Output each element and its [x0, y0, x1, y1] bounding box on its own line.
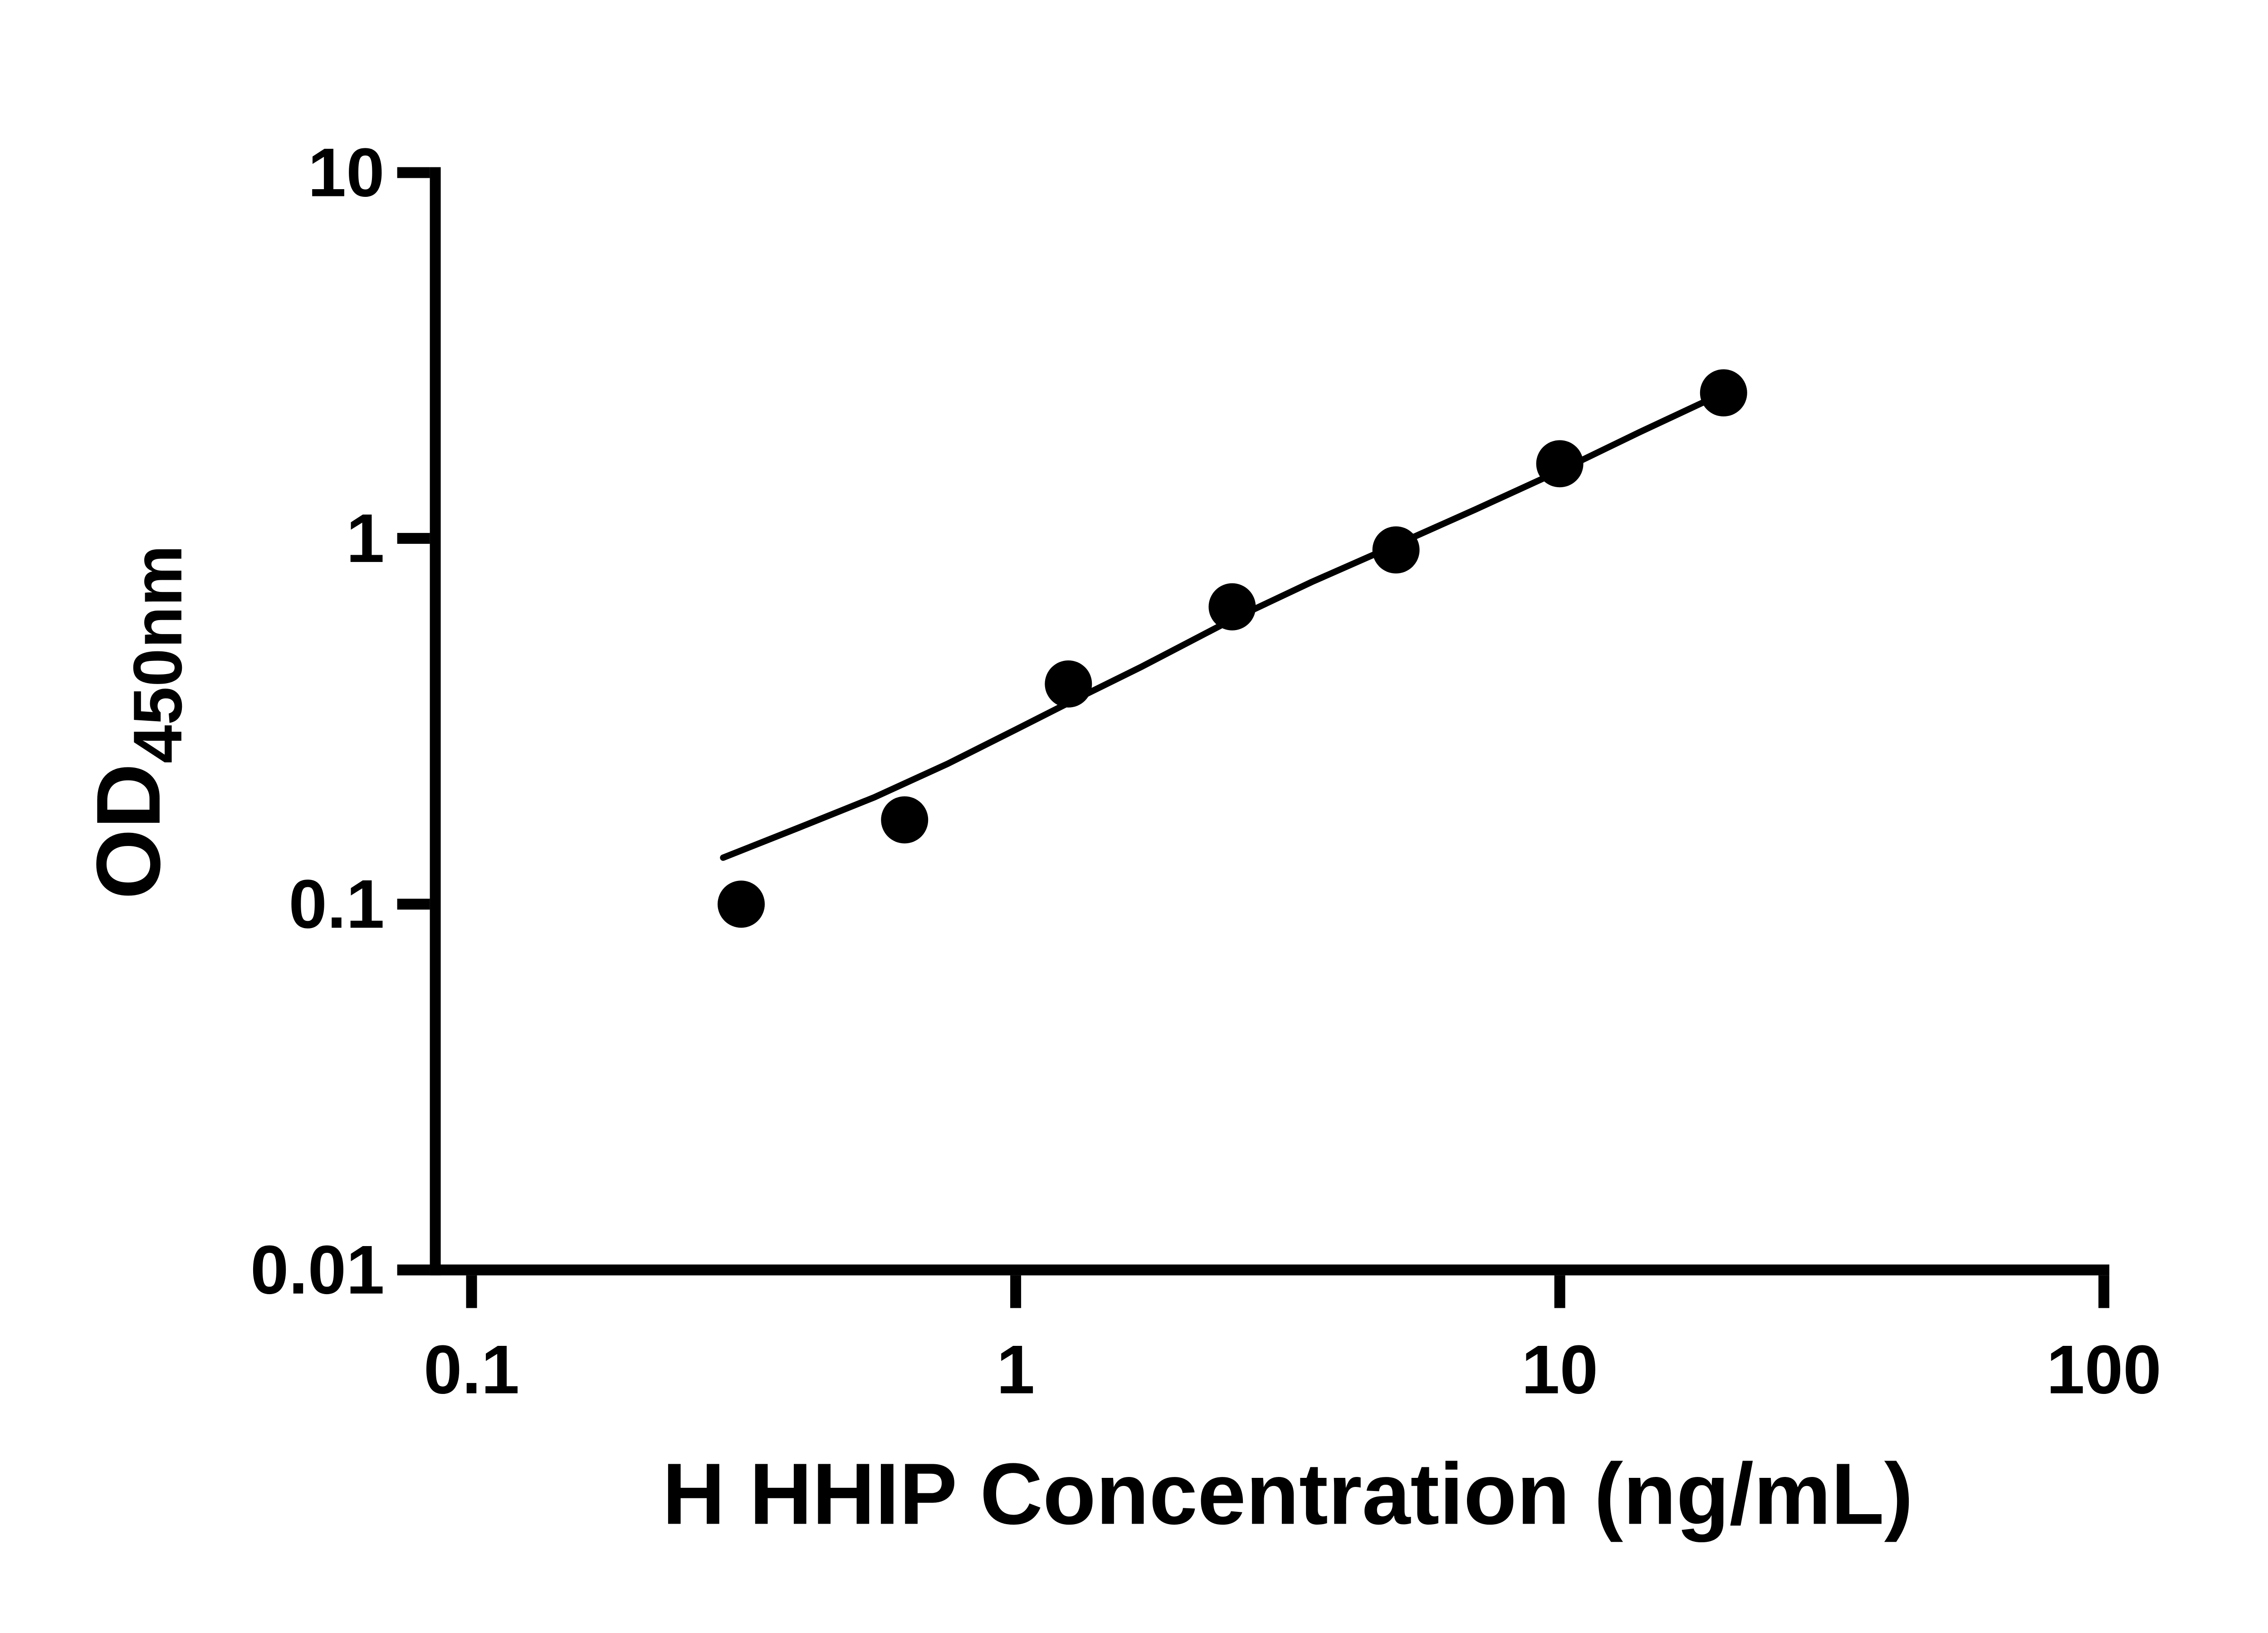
x-tick-label: 1 — [997, 1331, 1035, 1408]
y-tick-label: 1 — [346, 500, 385, 577]
y-tick-label: 0.01 — [250, 1232, 385, 1309]
data-point — [1700, 369, 1747, 417]
data-point — [718, 880, 765, 928]
data-point — [1536, 440, 1584, 488]
y-tick-label: 0.1 — [288, 865, 384, 943]
data-point — [1045, 660, 1092, 708]
data-point — [881, 796, 929, 844]
plot-area — [718, 369, 1747, 928]
axes: 0.1 1 10 100 0.01 0.1 1 10 — [250, 134, 2161, 1408]
x-tick-label: 10 — [1521, 1331, 1598, 1408]
x-tick-label: 100 — [2046, 1331, 2161, 1408]
data-point — [1372, 526, 1420, 574]
y-axis-title-main: OD — [78, 763, 179, 900]
y-axis-title-subscript: 450nm — [119, 545, 196, 763]
x-axis-title: H HHIP Concentration (ng/mL) — [662, 1445, 1913, 1542]
y-axis-title: OD450nm — [78, 545, 196, 899]
x-tick-label: 0.1 — [424, 1331, 519, 1408]
y-tick-label: 10 — [308, 134, 385, 211]
data-point — [1208, 583, 1256, 631]
